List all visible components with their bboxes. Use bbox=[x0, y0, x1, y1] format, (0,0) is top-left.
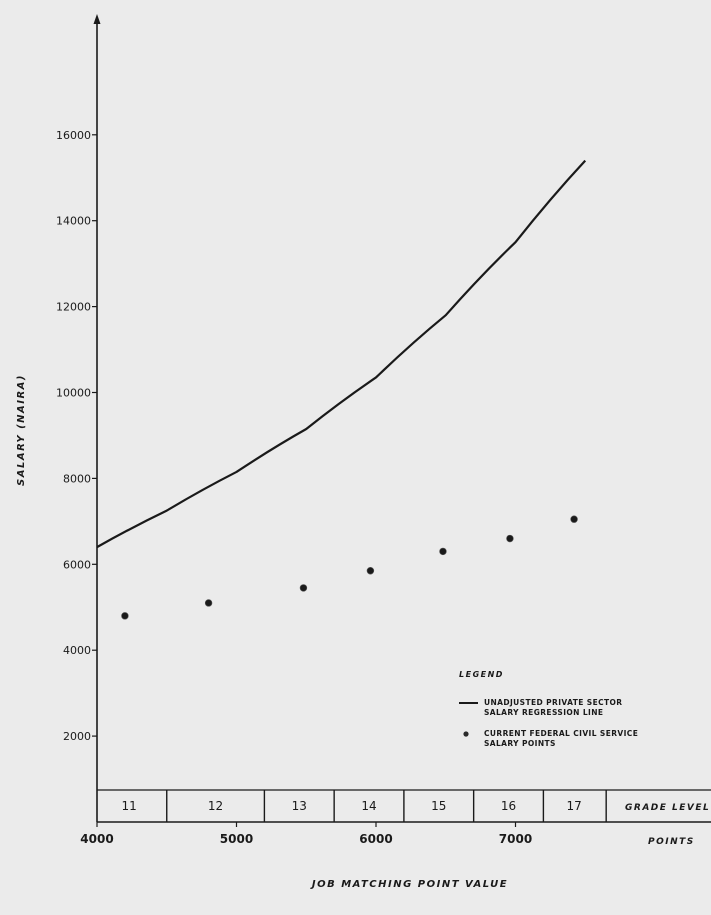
points-label: POINTS bbox=[648, 837, 695, 847]
y-axis bbox=[93, 14, 101, 822]
y-tick-label: 10000 bbox=[56, 387, 91, 400]
y-ticks: 2000 4000 6000 8000 10000 12000 14000 16000 bbox=[56, 129, 97, 743]
grade-level-label: GRADE LEVEL bbox=[625, 803, 710, 813]
series-layer bbox=[96, 159, 587, 620]
grade-level-value: 11 bbox=[121, 799, 136, 813]
y-tick-label: 14000 bbox=[56, 215, 91, 228]
legend-entry-line-text-2: SALARY REGRESSION LINE bbox=[484, 708, 603, 717]
y-tick-label: 8000 bbox=[63, 472, 91, 485]
x-tick-label: 4000 bbox=[80, 832, 113, 846]
legend-entry-dot-text-2: SALARY POINTS bbox=[484, 739, 556, 748]
grade-level-value: 14 bbox=[361, 799, 376, 813]
salary-point bbox=[506, 534, 514, 543]
grade-level-value: 13 bbox=[292, 799, 307, 813]
salary-point bbox=[366, 567, 375, 575]
y-tick-label: 16000 bbox=[56, 129, 91, 142]
grade-dividers bbox=[166, 790, 607, 822]
x-tick-label: 6000 bbox=[359, 832, 392, 846]
salary-point bbox=[204, 599, 213, 607]
salary-point bbox=[570, 515, 578, 523]
y-tick-label: 4000 bbox=[63, 644, 91, 657]
regression-line bbox=[96, 159, 587, 549]
legend-dot-swatch bbox=[463, 731, 469, 737]
y-axis-arrow bbox=[93, 14, 101, 24]
salary-point bbox=[439, 547, 447, 556]
grade-level-value: 17 bbox=[566, 799, 581, 813]
x-tick-label: 5000 bbox=[220, 832, 253, 846]
y-tick-label: 6000 bbox=[63, 558, 91, 571]
grade-level-value: 15 bbox=[431, 799, 446, 813]
salary-point bbox=[121, 612, 129, 620]
grade-labels: 11 12 13 14 15 16 17 bbox=[121, 799, 581, 813]
grade-level-value: 12 bbox=[208, 799, 223, 813]
x-ticks: 4000 5000 6000 7000 bbox=[80, 822, 532, 846]
legend: LEGEND UNADJUSTED PRIVATE SECTOR SALARY … bbox=[459, 670, 638, 748]
legend-entry-dot-text-1: CURRENT FEDERAL CIVIL SERVICE bbox=[484, 729, 638, 738]
y-axis-title: SALARY (NAIRA) bbox=[16, 374, 27, 486]
y-tick-label: 12000 bbox=[56, 301, 91, 314]
x-axis-title: JOB MATCHING POINT VALUE bbox=[310, 879, 508, 890]
x-tick-label: 7000 bbox=[499, 832, 532, 846]
salary-point bbox=[299, 584, 308, 592]
grade-level-value: 16 bbox=[501, 799, 516, 813]
legend-title: LEGEND bbox=[459, 670, 504, 679]
y-tick-label: 2000 bbox=[63, 730, 91, 743]
legend-entry-line-text-1: UNADJUSTED PRIVATE SECTOR bbox=[484, 698, 622, 707]
